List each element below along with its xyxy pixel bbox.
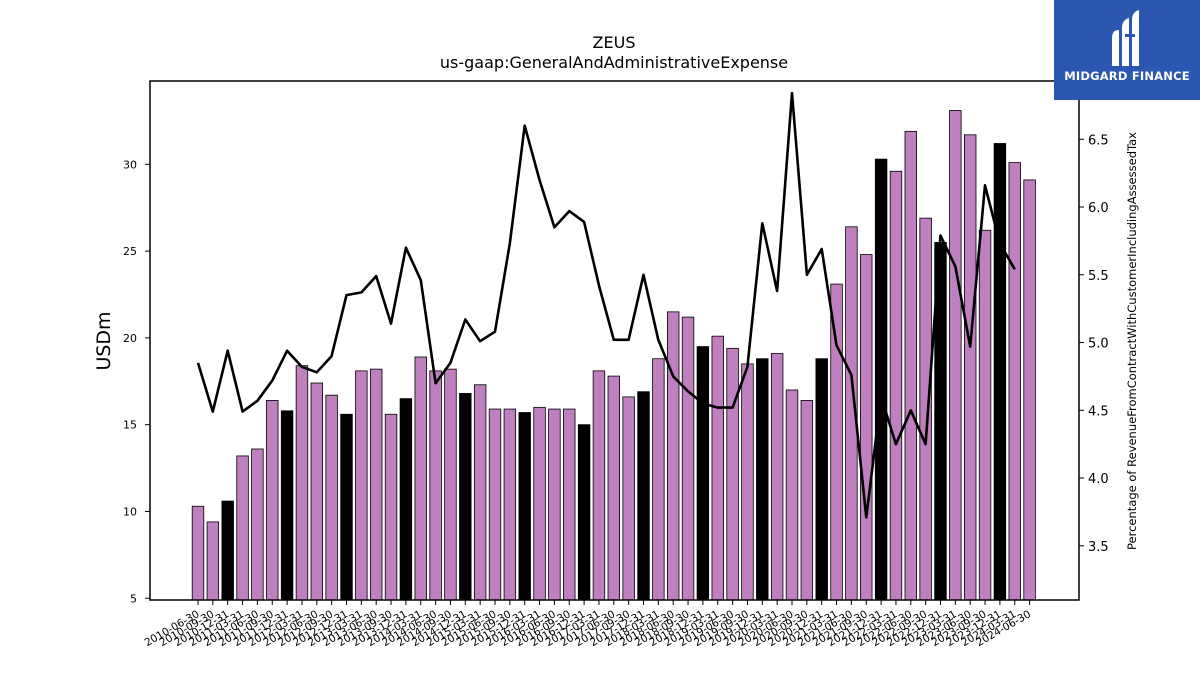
chart-subtitle: us-gaap:GeneralAndAdministrativeExpense bbox=[440, 53, 788, 72]
bar-2021-12-31 bbox=[874, 158, 888, 601]
bar-2022-06-30 bbox=[904, 130, 918, 601]
bar-2016-03-31 bbox=[533, 406, 546, 601]
y2-tick-label: 6.5 bbox=[1088, 133, 1109, 148]
bar-2022-09-30 bbox=[919, 217, 932, 601]
bar-2016-12-31 bbox=[577, 424, 591, 601]
bar-2011-09-30 bbox=[266, 399, 279, 601]
bar-2018-12-31 bbox=[696, 346, 710, 601]
bar-2018-06-30 bbox=[667, 311, 680, 601]
bar-2022-03-31 bbox=[889, 170, 903, 601]
bar-2010-06-30 bbox=[191, 505, 205, 601]
y-tick-label: 10 bbox=[123, 505, 137, 518]
bar-series bbox=[191, 110, 1036, 601]
y2-axis-label: Percentage of RevenueFromContractWithCus… bbox=[1125, 132, 1139, 550]
y-tick-label: 25 bbox=[123, 245, 137, 258]
bar-2014-12-31 bbox=[459, 393, 472, 601]
bar-2011-06-30 bbox=[251, 448, 264, 601]
bar-2023-09-30 bbox=[978, 229, 992, 601]
bar-2013-03-31 bbox=[355, 370, 368, 601]
bar-2012-06-30 bbox=[310, 382, 324, 601]
bar-2023-12-31 bbox=[993, 143, 1007, 601]
bar-2016-06-30 bbox=[548, 408, 561, 601]
y2-tick-label: 4.5 bbox=[1088, 404, 1109, 419]
bar-2020-09-30 bbox=[800, 399, 814, 601]
bar-2020-06-30 bbox=[785, 389, 799, 601]
bar-2017-09-30 bbox=[622, 396, 635, 601]
bar-2013-12-31 bbox=[399, 398, 413, 601]
y-tick-label: 20 bbox=[123, 332, 137, 345]
y2-tick-label: 5.0 bbox=[1088, 337, 1109, 352]
bar-2012-09-30 bbox=[325, 394, 338, 601]
y-axis-left: 5 10 15 20 25 30 bbox=[123, 158, 150, 605]
bar-2015-06-30 bbox=[488, 408, 502, 601]
bar-2014-09-30 bbox=[444, 368, 457, 601]
x-axis: 2010-06-302010-09-302010-12-312011-03-31… bbox=[143, 600, 1033, 649]
bar-2018-09-30 bbox=[681, 316, 695, 601]
bar-2020-03-31 bbox=[770, 353, 784, 601]
line-path bbox=[196, 91, 1016, 519]
bar-2021-03-31 bbox=[830, 283, 843, 601]
y2-tick-label: 5.5 bbox=[1088, 269, 1109, 284]
bar-2020-12-31 bbox=[815, 358, 828, 601]
bar-2011-12-31 bbox=[280, 410, 294, 601]
bar-2012-12-31 bbox=[340, 413, 353, 601]
bar-2016-09-30 bbox=[563, 408, 576, 601]
bar-2017-12-31 bbox=[637, 391, 650, 601]
bar-2017-03-31 bbox=[592, 370, 606, 601]
bar-2010-09-30 bbox=[206, 521, 220, 601]
bar-2012-03-31 bbox=[295, 365, 309, 601]
bar-2024-06-30 bbox=[1023, 179, 1036, 601]
y2-tick-label: 3.5 bbox=[1088, 540, 1109, 555]
bar-2013-06-30 bbox=[369, 368, 383, 601]
bar-2015-09-30 bbox=[503, 408, 517, 601]
bar-2021-09-30 bbox=[860, 254, 873, 601]
y-tick-label: 30 bbox=[123, 158, 137, 171]
y-axis-label: USDm bbox=[93, 311, 115, 370]
line-series bbox=[196, 91, 1016, 519]
bar-2015-03-31 bbox=[473, 384, 487, 601]
bar-2014-06-30 bbox=[429, 370, 442, 601]
bar-2018-03-31 bbox=[652, 358, 665, 601]
bar-2011-03-31 bbox=[236, 455, 249, 601]
bar-2019-09-30 bbox=[741, 363, 754, 601]
brand-logo: MIDGARD FINANCE bbox=[1054, 0, 1200, 100]
bar-2019-03-31 bbox=[711, 335, 724, 601]
bar-2019-06-30 bbox=[726, 347, 739, 601]
bar-2023-06-30 bbox=[964, 134, 977, 601]
y2-tick-label: 4.0 bbox=[1088, 472, 1109, 487]
y-tick-label: 15 bbox=[123, 419, 137, 432]
y2-tick-label: 6.0 bbox=[1088, 201, 1109, 216]
bar-2010-12-31 bbox=[221, 500, 234, 601]
bar-2015-12-31 bbox=[518, 412, 531, 601]
bar-2024-03-31 bbox=[1008, 162, 1021, 601]
bar-2013-09-30 bbox=[384, 413, 398, 601]
y-tick-label: 5 bbox=[130, 592, 137, 605]
bar-2014-03-31 bbox=[414, 356, 427, 601]
y-axis-right: 3.5 4.0 4.5 5.0 5.5 6.0 6.5 bbox=[1079, 133, 1109, 555]
midgard-logo-icon bbox=[1112, 10, 1139, 66]
brand-logo-text: MIDGARD FINANCE bbox=[1064, 69, 1190, 83]
bar-2019-12-31 bbox=[756, 358, 769, 601]
bar-2017-06-30 bbox=[607, 375, 621, 601]
plot-frame bbox=[149, 80, 1080, 601]
chart-title: ZEUS bbox=[593, 33, 636, 52]
bar-2023-03-31 bbox=[949, 110, 962, 601]
